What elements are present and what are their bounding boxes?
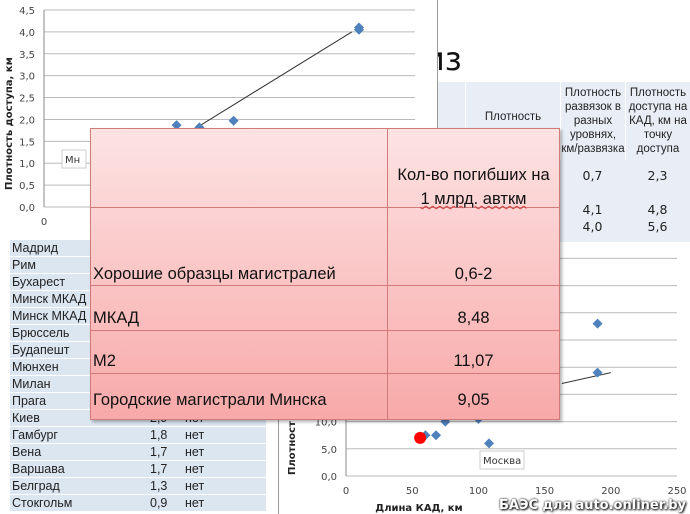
row-value: 11,07 bbox=[453, 352, 494, 370]
annotation-label: Москва bbox=[483, 456, 521, 467]
x-tick-label: 100 bbox=[469, 486, 488, 497]
data-point bbox=[431, 430, 442, 441]
cell-value: 1,8 bbox=[150, 428, 168, 442]
row-divider bbox=[91, 285, 559, 286]
table-row: Гамбург 1,8 нет bbox=[10, 427, 266, 443]
cell-city: Прага bbox=[12, 394, 47, 408]
fatality-table: Кол-во погибших на 1 млрд. авткм Хорошие… bbox=[90, 128, 560, 420]
trendline bbox=[561, 372, 611, 385]
cell: 2,3 bbox=[647, 168, 668, 183]
cell-city: Мюнхен bbox=[12, 360, 59, 374]
table-row: Варшава 1,7 нет bbox=[10, 461, 266, 477]
row-divider bbox=[91, 330, 559, 331]
data-point bbox=[592, 318, 603, 329]
trendline bbox=[191, 31, 353, 131]
data-point bbox=[354, 24, 364, 35]
watermark: БАЭС для auto.onliner.by bbox=[498, 498, 686, 513]
x-tick-label: 200 bbox=[601, 486, 620, 497]
y-tick-label: 1,5 bbox=[19, 137, 35, 148]
x-tick-label: 250 bbox=[667, 486, 686, 497]
cell-flag: нет bbox=[185, 428, 205, 442]
highlight-point bbox=[414, 431, 427, 444]
row-value: 8,48 bbox=[457, 309, 490, 327]
table-row: Белград 1,3 нет bbox=[10, 478, 266, 494]
y-tick-label: 0,0 bbox=[321, 472, 337, 483]
row-divider bbox=[91, 207, 559, 208]
data-point bbox=[228, 115, 239, 126]
cell-flag: нет bbox=[185, 445, 205, 459]
col-header: Плотность развязок в разных уровнях, км/… bbox=[560, 82, 625, 160]
y-axis-title: Плотност bbox=[287, 421, 298, 475]
y-tick-label: 0,0 bbox=[19, 203, 35, 214]
y-tick-label: 2,5 bbox=[19, 94, 35, 105]
cell-flag: нет bbox=[185, 496, 205, 510]
cell: 4,1 bbox=[582, 202, 603, 217]
cell-city: Минск МКАД bbox=[12, 292, 87, 306]
cell-city: Гамбург bbox=[12, 428, 58, 442]
annotation-box bbox=[61, 149, 87, 169]
col-header: Плотность bbox=[465, 82, 560, 128]
header-cell: Кол-во погибших на 1 млрд. авткм bbox=[388, 163, 559, 211]
cell-city: Варшава bbox=[12, 462, 65, 476]
cell-value: 1,3 bbox=[150, 479, 168, 493]
x-tick-label: 0 bbox=[41, 217, 47, 228]
cell-value: 0,9 bbox=[150, 496, 168, 510]
annotation-box bbox=[479, 450, 525, 470]
row-label: М2 bbox=[93, 352, 116, 370]
cell-value: 1,7 bbox=[150, 462, 168, 476]
header-line: Кол-во погибших на bbox=[397, 166, 550, 184]
cell-city: Будапешт bbox=[12, 343, 70, 357]
x-tick-label: 50 bbox=[406, 486, 419, 497]
cell-city: Белград bbox=[12, 479, 60, 493]
cell-city: Киев bbox=[12, 411, 40, 425]
cell: 4,0 bbox=[582, 219, 603, 234]
row-label: Городские магистрали Минска bbox=[93, 391, 327, 409]
table-row: Стокгольм 0,9 нет bbox=[10, 495, 266, 511]
y-tick-label: 2,0 bbox=[19, 115, 35, 126]
cell: 5,6 bbox=[647, 219, 668, 234]
cell-city: Брюссель bbox=[12, 326, 70, 340]
y-tick-label: 4,5 bbox=[19, 6, 35, 17]
table-row: Вена 1,7 нет bbox=[10, 444, 266, 460]
y-tick-label: 4,0 bbox=[19, 28, 35, 39]
y-axis-title: Плотность доступа, км bbox=[4, 57, 15, 190]
y-tick-label: 3,0 bbox=[19, 72, 35, 83]
cell: 4,8 bbox=[647, 202, 668, 217]
x-axis-title: Длина КАД, км bbox=[375, 503, 462, 514]
x-tick-label: 150 bbox=[535, 486, 554, 497]
header-line: 1 млрд. авткм bbox=[420, 190, 527, 208]
row-value: 0,6-2 bbox=[454, 265, 493, 283]
cell-city: Минск МКАД bbox=[12, 309, 87, 323]
column-divider bbox=[387, 129, 388, 419]
annotation-label: Мн bbox=[65, 155, 80, 166]
y-tick-label: 5,0 bbox=[321, 445, 337, 456]
data-point bbox=[483, 438, 494, 449]
col-header: Плотность доступа на КАД, км на точку до… bbox=[625, 82, 690, 160]
cell-flag: нет bbox=[185, 462, 205, 476]
y-tick-label: 3,5 bbox=[19, 50, 35, 61]
y-tick-label: 1,0 bbox=[19, 159, 35, 170]
data-point bbox=[171, 120, 182, 131]
cell-city: Милан bbox=[12, 377, 51, 391]
cell-city: Бухарест bbox=[12, 275, 66, 289]
row-label: Хорошие образцы магистралей bbox=[93, 265, 336, 283]
cell-flag: нет bbox=[185, 479, 205, 493]
cell-value: 1,7 bbox=[150, 445, 168, 459]
y-tick-label: 10,0 bbox=[315, 418, 337, 429]
cell-city: Стокгольм bbox=[12, 496, 73, 510]
x-tick-label: 0 bbox=[343, 486, 349, 497]
cell-city: Рим bbox=[12, 258, 36, 272]
cell-city: Вена bbox=[12, 445, 42, 459]
row-divider bbox=[91, 373, 559, 374]
cell: 0,7 bbox=[582, 168, 603, 183]
y-tick-label: 0,5 bbox=[19, 181, 35, 192]
cell-city: Мадрид bbox=[12, 241, 59, 255]
row-label: МКАД bbox=[93, 309, 140, 327]
data-point bbox=[592, 367, 603, 378]
row-value: 9,05 bbox=[457, 391, 490, 409]
